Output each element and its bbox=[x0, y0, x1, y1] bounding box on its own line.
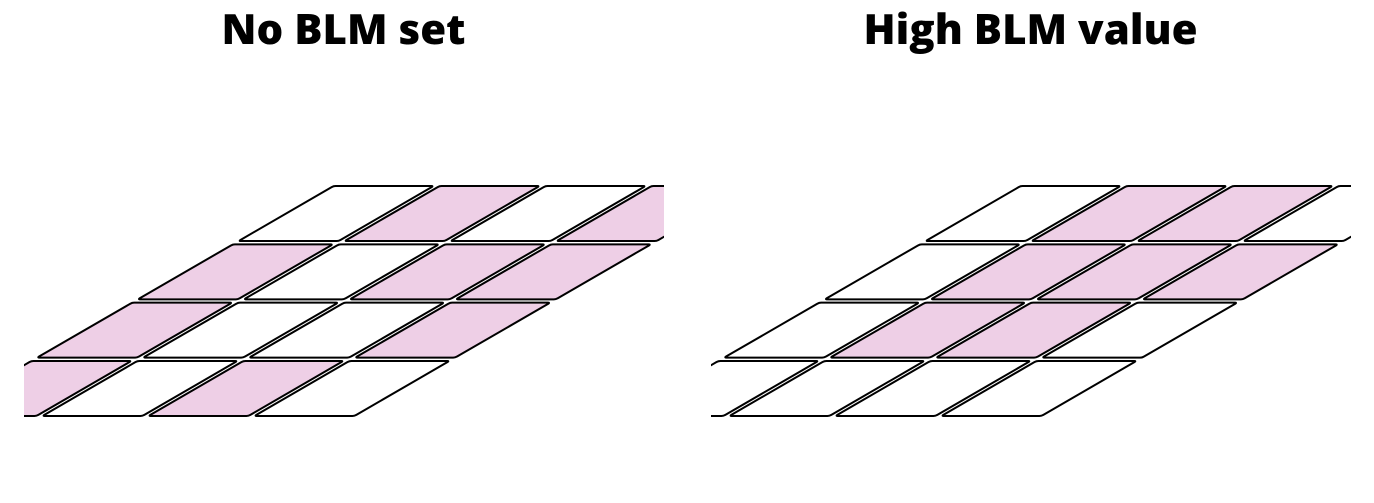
grid-svg-left bbox=[24, 81, 664, 501]
grid-left bbox=[24, 81, 664, 501]
title-right: High BLM value bbox=[863, 0, 1197, 57]
panel-left: No BLM set bbox=[0, 0, 687, 503]
title-left: No BLM set bbox=[222, 0, 466, 57]
grid-svg-right bbox=[711, 81, 1351, 501]
panel-right: High BLM value bbox=[687, 0, 1374, 503]
diagram-container: No BLM set High BLM value bbox=[0, 0, 1374, 503]
grid-right bbox=[711, 81, 1351, 501]
